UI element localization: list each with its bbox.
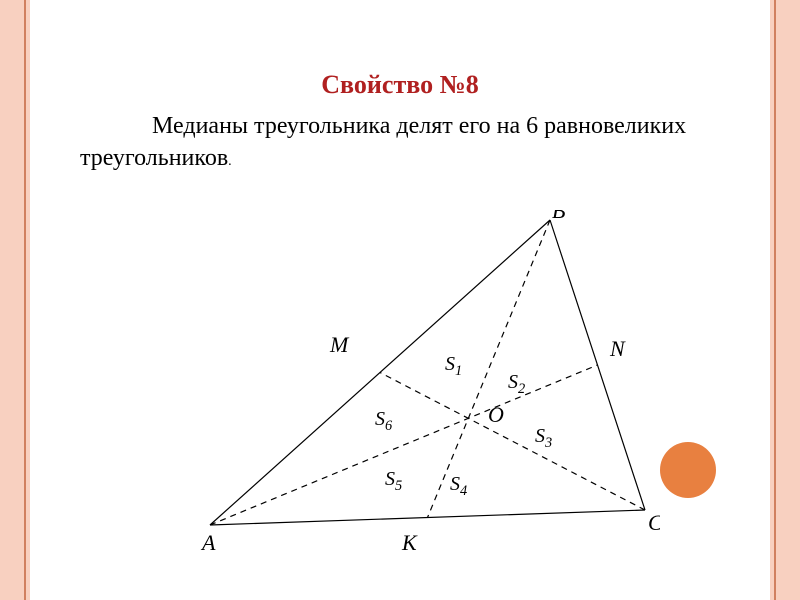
frame-band-right [770, 0, 800, 600]
frame-band-left-line [24, 0, 26, 600]
svg-text:S1: S1 [445, 353, 462, 379]
content-area: Свойство №8 Медианы треугольника делят е… [80, 70, 720, 175]
svg-text:S2: S2 [508, 371, 525, 397]
slide-body-text: Медианы треугольника делят его на 6 равн… [80, 113, 686, 171]
svg-text:A: A [200, 530, 216, 555]
slide-body: Медианы треугольника делят его на 6 равн… [80, 110, 720, 175]
slide-title: Свойство №8 [80, 70, 720, 100]
svg-text:O: O [488, 402, 504, 427]
svg-text:S3: S3 [535, 425, 552, 451]
accent-circle [660, 442, 716, 498]
svg-text:S6: S6 [375, 408, 393, 434]
slide-body-period: . [228, 154, 232, 169]
triangle-medians-svg: A B C M N K O S1 S2 S3 S4 S5 S6 [190, 210, 660, 555]
svg-text:K: K [401, 530, 418, 555]
svg-text:C: C [648, 510, 660, 535]
svg-text:S5: S5 [385, 468, 402, 494]
svg-text:M: M [329, 332, 350, 357]
diagram: ABCMNKOS1S2S3S4S5S6 [190, 210, 660, 550]
svg-text:N: N [609, 336, 626, 361]
svg-text:B: B [552, 210, 565, 223]
frame-band-right-line [774, 0, 776, 600]
frame-band-left [0, 0, 30, 600]
svg-text:S4: S4 [450, 473, 467, 499]
